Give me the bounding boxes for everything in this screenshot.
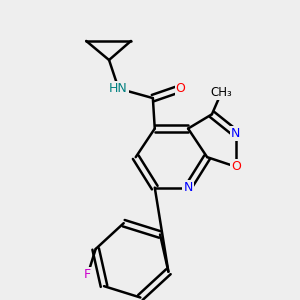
- Text: N: N: [231, 127, 240, 140]
- Text: CH₃: CH₃: [211, 86, 232, 99]
- Text: F: F: [84, 268, 91, 281]
- Text: N: N: [183, 181, 193, 194]
- Text: HN: HN: [109, 82, 128, 95]
- Text: O: O: [231, 160, 241, 173]
- Text: O: O: [176, 82, 185, 95]
